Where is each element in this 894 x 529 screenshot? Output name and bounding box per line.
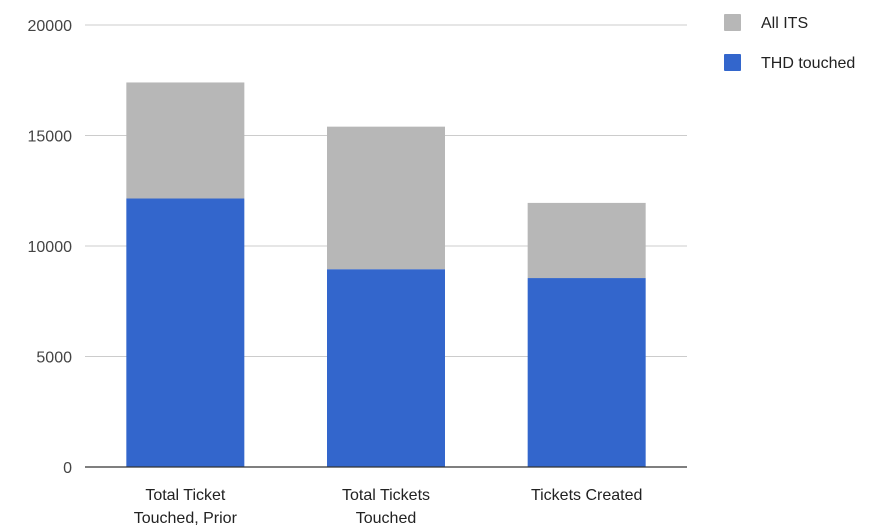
legend-label: All ITS (761, 15, 808, 32)
x-category-label: Touched (356, 510, 417, 527)
bar-all-its-0 (126, 82, 245, 199)
bar-thd-touched-1 (327, 269, 445, 467)
legend-swatch-all-its (724, 14, 741, 31)
y-tick-label: 20000 (28, 18, 73, 35)
y-tick-label: 5000 (36, 350, 72, 367)
x-category-label: Touched, Prior (134, 510, 238, 527)
bar-thd-touched-2 (527, 278, 646, 467)
bar-thd-touched-0 (126, 198, 245, 468)
x-category-label: Tickets Created (531, 487, 642, 504)
bar-all-its-1 (327, 126, 445, 270)
y-tick-label: 10000 (28, 239, 73, 256)
y-tick-label: 15000 (28, 129, 73, 146)
x-category-label: Total Ticket (145, 487, 226, 504)
y-tick-label: 0 (63, 460, 72, 477)
legend-label: THD touched (761, 55, 855, 72)
bar-all-its-2 (527, 202, 646, 279)
legend-swatch-thd-touched (724, 54, 741, 71)
x-category-label: Total Tickets (342, 487, 430, 504)
